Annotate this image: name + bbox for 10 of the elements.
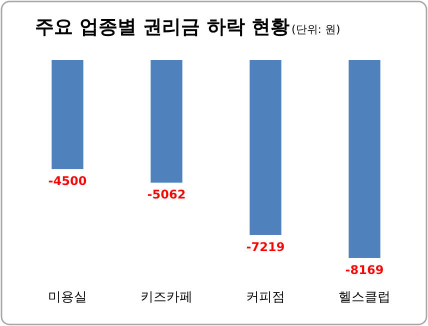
chart-subtitle: (단위: 원) [291,23,340,36]
data-label: -5062 [147,188,186,202]
x-tick-label: 미용실 [48,290,87,305]
data-label: -4500 [48,174,87,188]
x-tick-label: 헬스클럽 [338,290,390,305]
data-label: -8169 [345,263,384,277]
x-tick-label: 커피점 [246,290,285,305]
data-label: -7219 [246,240,285,254]
chart-title: 주요 업종별 권리금 하락 현황 [35,16,290,38]
x-tick-label: 키즈카페 [140,290,192,305]
